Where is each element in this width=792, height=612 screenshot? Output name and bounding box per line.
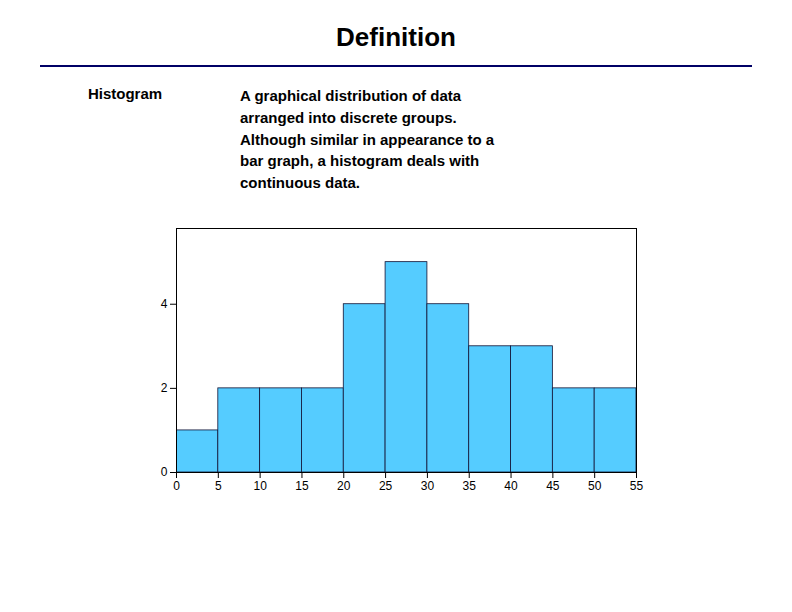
svg-text:10: 10 <box>253 479 267 493</box>
svg-text:50: 50 <box>588 479 602 493</box>
svg-text:30: 30 <box>421 479 435 493</box>
svg-text:4: 4 <box>161 297 168 311</box>
svg-text:45: 45 <box>546 479 560 493</box>
html-text:Definition: Definition <box>336 22 456 52</box>
svg-text:2: 2 <box>161 381 168 395</box>
svg-text:0: 0 <box>161 465 168 479</box>
svg-text:15: 15 <box>295 479 309 493</box>
svg-text:5: 5 <box>215 479 222 493</box>
svg-text:25: 25 <box>379 479 393 493</box>
svg-text:0: 0 <box>173 479 180 493</box>
svg-text:40: 40 <box>504 479 518 493</box>
svg-text:20: 20 <box>337 479 351 493</box>
svg-text:35: 35 <box>463 479 477 493</box>
html-text:Histogram: Histogram <box>87 85 163 102</box>
html-text:A graphical distribution of da: A graphical distribution of data arrange… <box>240 87 495 191</box>
svg-text:55: 55 <box>630 479 644 493</box>
